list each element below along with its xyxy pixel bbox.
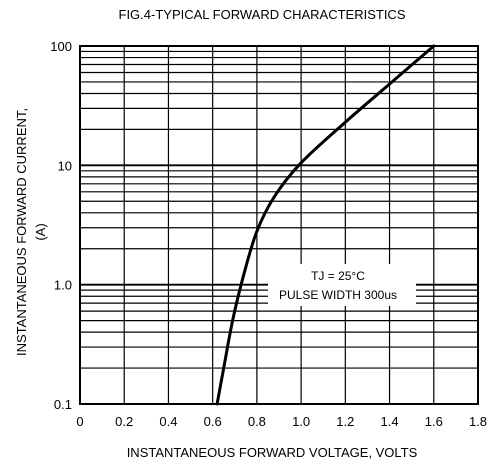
x-tick-label: 0.6	[204, 414, 222, 429]
curve-layer	[215, 44, 436, 406]
y-axis-label-line2: (A)	[33, 223, 48, 240]
x-axis-label: INSTANTANEOUS FORWARD VOLTAGE, VOLTS	[127, 445, 418, 460]
x-tick-label: 1.8	[469, 414, 487, 429]
y-tick-label: 1.0	[54, 278, 72, 293]
y-tick-label: 10	[58, 158, 72, 173]
x-tick-label: 1.0	[292, 414, 310, 429]
annotation-box: TJ = 25°C PULSE WIDTH 300us	[268, 264, 416, 306]
y-tick-label: 100	[50, 39, 72, 54]
annotation-background	[268, 264, 416, 306]
x-tick-label: 0.4	[159, 414, 177, 429]
forward-characteristic-curve	[215, 44, 436, 406]
grid	[80, 46, 478, 405]
y-axis-label-line1: INSTANTANEOUS FORWARD CURRENT,	[14, 108, 29, 356]
chart-title: FIG.4-TYPICAL FORWARD CHARACTERISTICS	[119, 7, 406, 22]
x-tick-label: 0.8	[248, 414, 266, 429]
x-tick-label: 0	[76, 414, 83, 429]
x-tick-label: 0.2	[115, 414, 133, 429]
x-tick-label: 1.2	[336, 414, 354, 429]
y-tick-label: 0.1	[54, 397, 72, 412]
x-tick-label: 1.6	[425, 414, 443, 429]
tick-labels: 0 0.2 0.4 0.6 0.8 1.0 1.2 1.4 1.6 1.8 0.1 1.0 10 100	[50, 39, 487, 429]
x-tick-label: 1.4	[381, 414, 399, 429]
plot-frame	[79, 45, 479, 405]
annotation-temperature: TJ = 25°C	[311, 269, 365, 283]
annotation-pulse-width: PULSE WIDTH 300us	[279, 288, 397, 302]
